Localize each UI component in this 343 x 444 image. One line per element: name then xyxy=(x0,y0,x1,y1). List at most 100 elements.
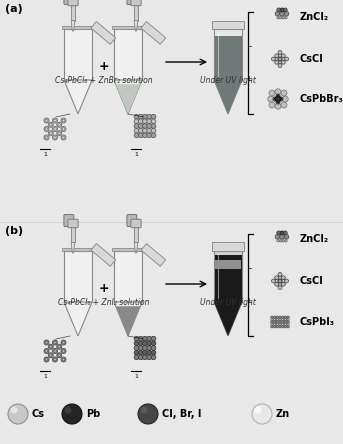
Text: Pb: Pb xyxy=(86,409,100,419)
Polygon shape xyxy=(214,302,242,336)
Circle shape xyxy=(57,344,62,349)
Circle shape xyxy=(45,341,48,344)
Bar xyxy=(215,260,241,269)
Circle shape xyxy=(143,345,147,350)
Circle shape xyxy=(276,280,278,282)
Text: Cs₄PbCl₆ + ZnI₂ solution: Cs₄PbCl₆ + ZnI₂ solution xyxy=(58,298,150,307)
Circle shape xyxy=(138,133,143,138)
Circle shape xyxy=(273,321,276,323)
Circle shape xyxy=(271,316,273,318)
Circle shape xyxy=(11,407,17,413)
Circle shape xyxy=(151,355,156,360)
Circle shape xyxy=(277,239,280,242)
Circle shape xyxy=(62,136,65,139)
Circle shape xyxy=(151,345,156,350)
Circle shape xyxy=(58,123,60,126)
Bar xyxy=(214,251,242,302)
Bar xyxy=(112,26,144,29)
Circle shape xyxy=(278,276,282,280)
Circle shape xyxy=(45,350,48,352)
Text: +: + xyxy=(99,59,109,72)
Circle shape xyxy=(275,279,279,283)
Circle shape xyxy=(279,280,281,282)
Circle shape xyxy=(138,341,143,346)
Circle shape xyxy=(45,119,48,122)
Bar xyxy=(214,29,242,80)
Circle shape xyxy=(284,323,287,325)
Polygon shape xyxy=(134,20,138,31)
Circle shape xyxy=(284,234,289,239)
Circle shape xyxy=(62,358,65,361)
Text: 1: 1 xyxy=(43,152,47,157)
Circle shape xyxy=(275,103,281,109)
Circle shape xyxy=(275,60,279,64)
FancyBboxPatch shape xyxy=(64,0,74,4)
Circle shape xyxy=(143,133,147,138)
Circle shape xyxy=(45,136,48,139)
Circle shape xyxy=(134,341,139,346)
Circle shape xyxy=(276,323,279,325)
Circle shape xyxy=(279,97,283,101)
Circle shape xyxy=(282,96,288,102)
Circle shape xyxy=(147,123,152,128)
Circle shape xyxy=(147,336,152,341)
Circle shape xyxy=(269,90,275,96)
Circle shape xyxy=(138,119,143,124)
Circle shape xyxy=(276,321,279,323)
Circle shape xyxy=(134,123,139,128)
Circle shape xyxy=(282,321,284,323)
Circle shape xyxy=(57,131,62,136)
Circle shape xyxy=(151,119,156,124)
Circle shape xyxy=(278,63,282,67)
Circle shape xyxy=(8,404,28,424)
Circle shape xyxy=(285,16,287,19)
Circle shape xyxy=(277,231,281,235)
Circle shape xyxy=(277,16,280,19)
Circle shape xyxy=(44,118,49,123)
Circle shape xyxy=(279,323,281,325)
Circle shape xyxy=(134,355,139,360)
Circle shape xyxy=(282,325,284,328)
Polygon shape xyxy=(274,95,282,103)
Bar xyxy=(91,244,116,266)
Circle shape xyxy=(279,55,281,57)
Polygon shape xyxy=(71,20,75,31)
Circle shape xyxy=(134,345,139,350)
FancyBboxPatch shape xyxy=(131,219,141,228)
Circle shape xyxy=(277,8,281,12)
Circle shape xyxy=(281,90,287,96)
Circle shape xyxy=(276,94,280,98)
Circle shape xyxy=(282,239,285,242)
Circle shape xyxy=(278,285,282,289)
Circle shape xyxy=(282,280,284,282)
Circle shape xyxy=(271,321,273,323)
Circle shape xyxy=(49,345,52,348)
Bar xyxy=(62,248,94,251)
Polygon shape xyxy=(214,80,242,114)
Polygon shape xyxy=(214,80,242,114)
Text: +: + xyxy=(99,281,109,294)
Circle shape xyxy=(61,135,66,140)
Circle shape xyxy=(61,118,66,123)
Circle shape xyxy=(143,119,147,124)
Text: CsPbI₃: CsPbI₃ xyxy=(300,317,335,327)
Circle shape xyxy=(134,350,139,355)
Circle shape xyxy=(275,276,279,280)
Circle shape xyxy=(275,234,280,239)
Circle shape xyxy=(138,350,143,355)
Circle shape xyxy=(282,58,284,60)
Circle shape xyxy=(269,102,275,108)
Circle shape xyxy=(61,127,66,131)
Circle shape xyxy=(281,276,285,280)
Circle shape xyxy=(138,336,143,341)
Bar xyxy=(114,251,142,302)
Circle shape xyxy=(49,354,52,357)
Circle shape xyxy=(143,336,147,341)
Circle shape xyxy=(287,325,289,328)
Bar xyxy=(71,5,75,20)
Circle shape xyxy=(281,279,285,283)
Bar xyxy=(212,248,244,251)
Circle shape xyxy=(138,114,143,119)
Circle shape xyxy=(273,97,277,101)
Circle shape xyxy=(287,321,289,323)
